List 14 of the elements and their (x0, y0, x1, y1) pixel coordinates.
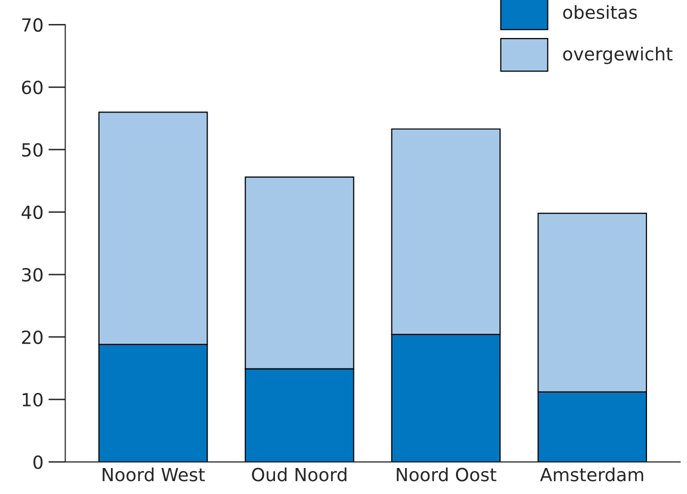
y-tick-label: 0 (33, 455, 43, 470)
y-tick-label: 20 (22, 330, 43, 344)
x-tick-label: Noord Oost (396, 467, 496, 482)
y-tick-label: 50 (22, 143, 43, 157)
y-tick-label: 70 (22, 18, 43, 32)
x-tick-label: Oud Noord (252, 467, 346, 482)
y-tick-label: 60 (22, 80, 43, 94)
y-tick-label: 30 (22, 268, 43, 282)
x-tick-label: Amsterdam (540, 467, 644, 482)
y-tick-label: 40 (22, 206, 43, 220)
y-tick-label: 10 (22, 392, 43, 407)
legend-label: overgewicht (563, 46, 672, 64)
x-tick-label: Noord West (102, 467, 205, 482)
legend-label: obesitas (563, 5, 637, 20)
